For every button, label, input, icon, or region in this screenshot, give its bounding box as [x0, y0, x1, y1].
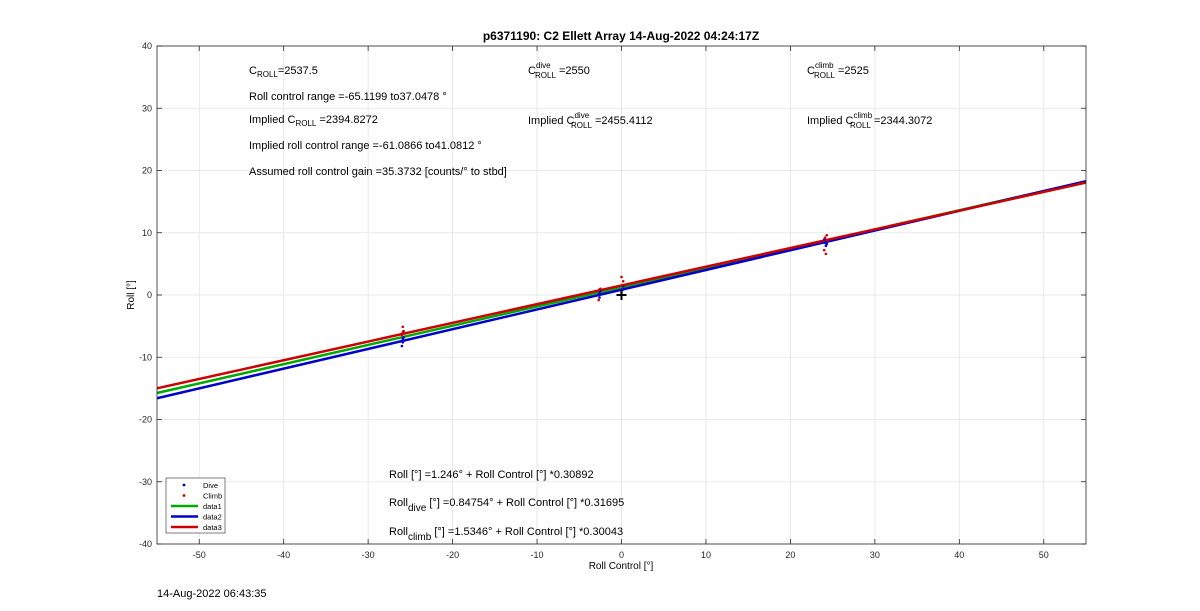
x-tick-label: 20 — [785, 550, 795, 560]
point-climb — [822, 248, 826, 252]
chart-title: p6371190: C2 Ellett Array 14-Aug-2022 04… — [483, 29, 759, 43]
annotation-implied-croll: Implied CROLL =2394.8272 — [249, 114, 378, 128]
x-tick-label: 40 — [954, 550, 964, 560]
x-tick-label: 30 — [870, 550, 880, 560]
point-climb — [620, 275, 623, 279]
axis-ticks: -50 -40 -30 -20 -10 0 10 20 30 40 50 -40 -30 -20 -10 0 1… — [139, 41, 1086, 560]
point-climb — [823, 236, 827, 240]
point-climb — [824, 252, 828, 256]
annotation-gain: Assumed roll control gain =35.3732 [coun… — [249, 166, 507, 178]
annotations: CROLL=2537.5 Roll control range =-65.119… — [249, 61, 932, 543]
point-dive — [401, 341, 405, 344]
point-dive — [825, 242, 829, 246]
x-tick-label: -30 — [362, 550, 375, 560]
x-axis-label: Roll Control [°] — [589, 561, 654, 572]
point-climb — [400, 333, 404, 337]
point-dive — [402, 336, 405, 339]
annotation-equation-all: Roll [°] =1.246° + Roll Control [°] *0.3… — [389, 469, 594, 481]
point-climb — [401, 331, 405, 334]
annotation-implied-croll-climb: Implied Cclimb ROLL =2344.3072 — [807, 111, 932, 130]
point-climb — [621, 283, 624, 287]
annotation-implied-range: Implied roll control range =-61.0866 to4… — [249, 140, 482, 152]
point-climb — [621, 280, 625, 283]
point-dive — [597, 293, 600, 297]
annotation-croll-dive: Cdive ROLL =2550 — [528, 61, 590, 80]
y-tick-label: 10 — [142, 228, 152, 238]
point-climb — [825, 233, 829, 237]
origin-marker-layer — [616, 290, 627, 300]
point-climb — [599, 287, 602, 291]
x-tick-label: -10 — [531, 550, 544, 560]
x-tick-label: -20 — [446, 550, 459, 560]
legend-marker-climb — [182, 494, 186, 497]
point-dive — [401, 339, 405, 342]
point-dive — [400, 344, 404, 348]
x-tick-label: -50 — [193, 550, 206, 560]
annotation-equation-climb: Rollclimb [°] =1.5346° + Roll Control [°… — [389, 526, 623, 543]
x-tick-label: 50 — [1039, 550, 1049, 560]
legend-label-data3: data3 — [203, 523, 222, 532]
annotation-croll-climb: Cclimb ROLL =2525 — [807, 61, 869, 80]
y-tick-label: 20 — [142, 166, 152, 176]
legend-label-data2: data2 — [203, 513, 222, 522]
footer-timestamp: 14-Aug-2022 06:43:35 — [157, 588, 267, 600]
y-tick-label: -30 — [139, 477, 152, 487]
annotation-implied-croll-dive: Implied Cdive ROLL =2455.4112 — [528, 111, 653, 130]
point-climb — [826, 238, 829, 242]
annotation-roll-control-range: Roll control range =-65.1199 to37.0478 ° — [249, 91, 447, 103]
y-tick-label: -40 — [139, 539, 152, 549]
x-tick-label: -40 — [277, 550, 290, 560]
point-climb — [401, 325, 405, 329]
annotation-equation-dive: Rolldive [°] =0.84754° + Roll Control [°… — [389, 497, 624, 514]
legend-label-data1: data1 — [203, 502, 222, 511]
x-tick-label: 0 — [619, 550, 624, 560]
origin-plus-marker — [616, 290, 627, 300]
y-tick-label: 0 — [147, 290, 152, 300]
y-tick-label: -20 — [139, 415, 152, 425]
legend-marker-dive — [182, 483, 186, 487]
legend-label-dive: Dive — [203, 481, 218, 490]
legend-label-climb: Climb — [203, 492, 222, 501]
y-tick-label: 40 — [142, 41, 152, 51]
point-climb — [597, 298, 600, 302]
y-axis-label: Roll [°] — [126, 280, 137, 310]
annotation-croll: CROLL=2537.5 — [249, 65, 318, 79]
y-tick-label: -10 — [139, 352, 152, 362]
point-dive — [598, 296, 601, 299]
y-tick-label: 30 — [142, 103, 152, 113]
x-tick-label: 10 — [701, 550, 711, 560]
